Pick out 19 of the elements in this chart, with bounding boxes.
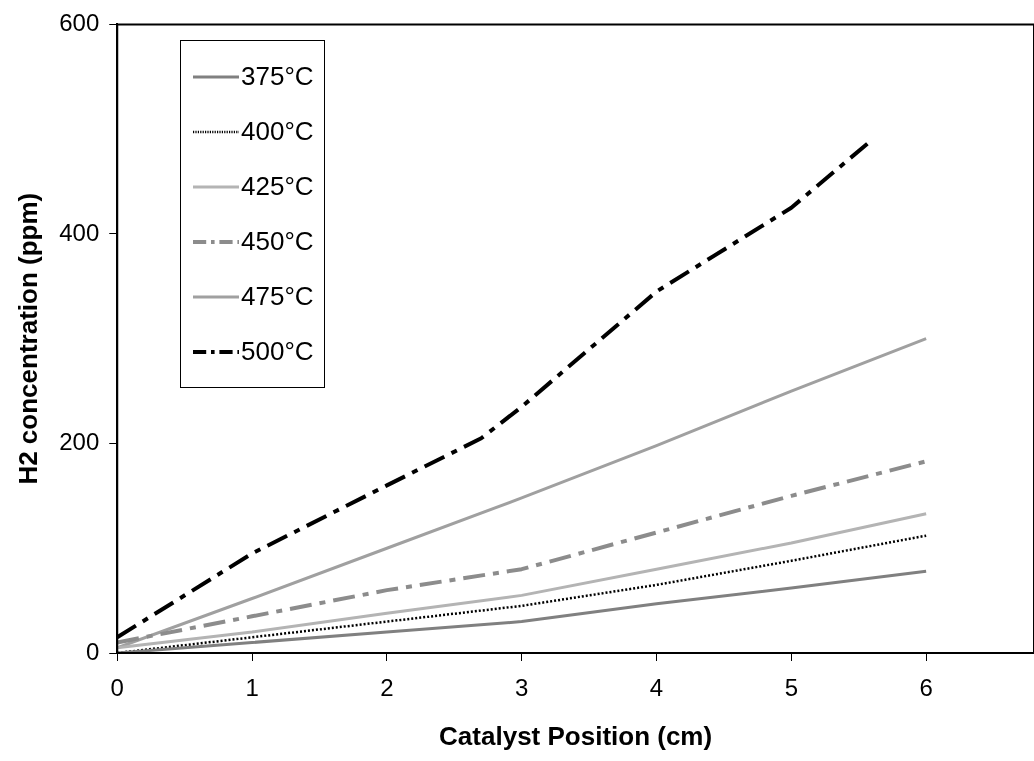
y-tick-label: 200 [59, 428, 100, 456]
y-tick-label: 400 [59, 218, 100, 246]
x-tick-label: 5 [784, 674, 799, 702]
legend-label: 475°C [241, 281, 314, 312]
legend-label: 500°C [241, 336, 314, 367]
legend-label: 450°C [241, 226, 314, 257]
x-axis-title: Catalyst Position (cm) [439, 720, 713, 751]
y-tick-label: 0 [85, 637, 100, 665]
legend-label: 400°C [241, 116, 314, 147]
x-tick-label: 2 [380, 674, 394, 702]
x-tick-label: 4 [649, 674, 664, 702]
y-tick-label: 600 [59, 9, 100, 37]
x-tick-label: 0 [110, 674, 124, 702]
x-tick-label: 1 [245, 674, 259, 702]
y-axis-title: H2 concentration (ppm) [12, 192, 43, 485]
legend-label: 375°C [241, 61, 314, 92]
legend-label: 425°C [241, 171, 314, 202]
x-tick-label: 3 [515, 674, 529, 702]
x-tick-label: 6 [919, 674, 933, 702]
